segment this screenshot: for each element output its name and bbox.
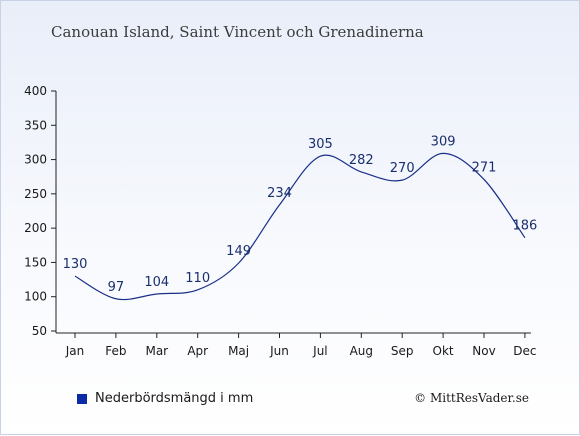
x-tick-label: Feb xyxy=(105,344,126,358)
x-tick-label: Sep xyxy=(391,344,414,358)
y-tick-label: 250 xyxy=(24,187,47,201)
x-tick-label: Maj xyxy=(228,344,249,358)
data-label: 305 xyxy=(308,137,333,152)
y-tick-label: 50 xyxy=(32,324,47,338)
data-label: 282 xyxy=(349,153,374,168)
x-tick-label: Aug xyxy=(350,344,373,358)
x-tick-label: Jan xyxy=(65,344,85,358)
x-tick-label: Jun xyxy=(269,344,289,358)
legend-label: Nederbördsmängd i mm xyxy=(95,391,254,406)
x-tick-label: Okt xyxy=(433,344,454,358)
x-tick-label: Mar xyxy=(145,344,168,358)
y-tick-label: 350 xyxy=(24,118,47,132)
x-tick-label: Dec xyxy=(513,344,536,358)
data-label: 309 xyxy=(431,134,456,149)
data-label: 149 xyxy=(226,244,251,259)
y-tick-label: 200 xyxy=(24,221,47,235)
copyright-credit: © MittResVader.se xyxy=(414,391,529,405)
data-label: 97 xyxy=(108,280,125,295)
data-label: 270 xyxy=(390,161,415,176)
y-tick-label: 100 xyxy=(24,290,47,304)
data-label: 186 xyxy=(512,219,537,234)
series-line xyxy=(74,152,526,301)
legend-swatch xyxy=(77,393,87,404)
y-tick-label: 300 xyxy=(24,153,47,167)
data-label: 271 xyxy=(472,160,497,175)
x-tick-label: Apr xyxy=(187,344,208,358)
x-tick-label: Nov xyxy=(472,344,495,358)
data-label: 110 xyxy=(185,271,210,286)
y-tick-label: 400 xyxy=(24,84,47,98)
data-label: 130 xyxy=(63,257,88,272)
y-tick-label: 150 xyxy=(24,255,47,269)
x-tick-label: Jul xyxy=(312,344,327,358)
data-label: 104 xyxy=(144,275,169,290)
legend: Nederbördsmängd i mm xyxy=(77,391,253,406)
chart-title: Canouan Island, Saint Vincent och Grenad… xyxy=(51,23,424,41)
data-label: 234 xyxy=(267,186,292,201)
